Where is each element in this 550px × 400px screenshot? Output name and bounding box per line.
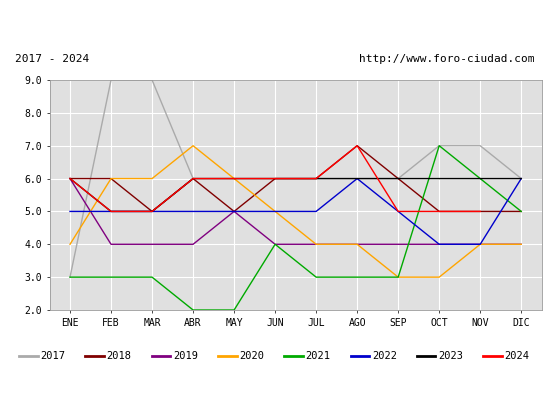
Text: 2019: 2019: [173, 351, 198, 361]
Text: Evolucion del paro registrado en Mironcillo: Evolucion del paro registrado en Mironci…: [79, 12, 471, 28]
Text: 2017 - 2024: 2017 - 2024: [15, 54, 90, 64]
Text: 2018: 2018: [107, 351, 131, 361]
Text: 2024: 2024: [504, 351, 529, 361]
Text: http://www.foro-ciudad.com: http://www.foro-ciudad.com: [359, 54, 535, 64]
Text: 2020: 2020: [239, 351, 264, 361]
Text: 2023: 2023: [438, 351, 463, 361]
Text: 2022: 2022: [372, 351, 397, 361]
Text: 2021: 2021: [305, 351, 331, 361]
Text: 2017: 2017: [40, 351, 65, 361]
